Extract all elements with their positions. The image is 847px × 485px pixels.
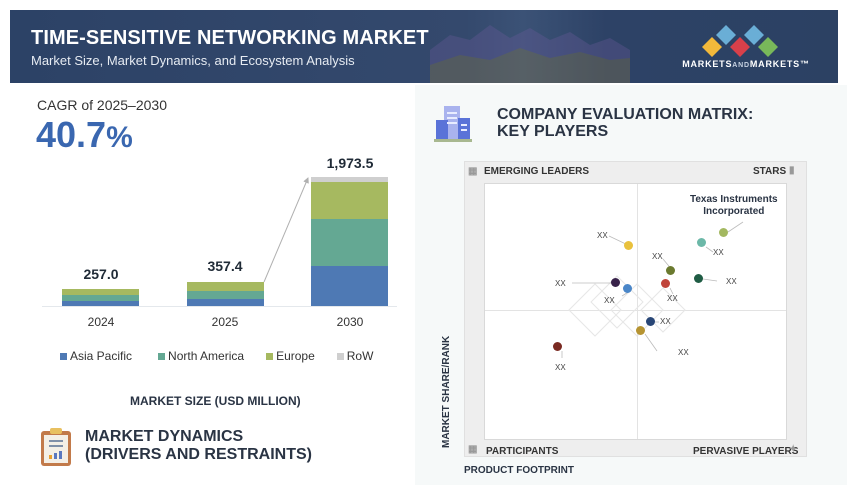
chart-legend: Asia Pacific North America Europe RoW [60,349,395,363]
logo-word-markets-2: MARKETS [749,59,800,69]
legend-item-north-america: North America [158,349,244,363]
market-size-chart: 257.0 2024 357.4 2025 1,973.5 2030 [30,150,400,340]
player-dot[interactable] [697,238,706,247]
player-label: XX [555,279,566,288]
bar-total-2025: 357.4 [207,258,243,274]
company-matrix-title: COMPANY EVALUATION MATRIX: KEY PLAYERS [497,106,753,140]
player-label: XX [667,294,678,303]
puzzle-icon: ✦ [789,444,798,455]
chart-baseline [42,306,397,307]
matrix-leader-lines [561,221,744,358]
quadrant-pervasive-players: PERVASIVE PLAYERS [693,446,799,457]
segment-europe [187,282,264,291]
player-label: XX [652,252,663,261]
player-label: XX [726,277,737,286]
player-dot[interactable] [694,274,703,283]
player-dot-texas-instruments[interactable] [719,228,728,237]
legend-item-europe: Europe [266,349,315,363]
logo-word-and: AND [732,62,750,69]
player-dot[interactable] [553,342,562,351]
segment-asia-pacific [187,299,264,306]
texas-instruments-label-line2: Incorporated [703,206,765,217]
player-label: XX [678,348,689,357]
emerging-leaders-icon: ▦ [468,166,478,177]
cagr-unit: % [106,121,133,154]
clipboard-chart-icon [41,428,71,466]
bar-2030 [311,177,388,306]
buildings-icon [434,106,472,142]
cagr-label: CAGR of 2025–2030 [37,97,167,113]
player-dot[interactable] [636,326,645,335]
player-label: XX [604,296,615,305]
player-label: XX [713,248,724,257]
player-dot[interactable] [624,241,633,250]
segment-row [311,177,388,182]
market-dynamics-title-line2: (DRIVERS AND RESTRAINTS) [85,446,312,463]
cagr-value: 40.7% [36,114,133,156]
header-banner: TIME-SENSITIVE NETWORKING MARKET Market … [10,10,838,83]
player-dot[interactable] [646,317,655,326]
texas-instruments-label: Texas Instruments Incorporated [690,194,778,218]
segment-europe [62,289,139,295]
legend-item-asia-pacific: Asia Pacific [60,349,132,363]
bar-2024 [62,289,139,306]
quadrant-emerging-leaders: EMERGING LEADERS [484,166,590,177]
legend-swatch-icon [60,352,67,360]
segment-europe [311,182,388,219]
bar-2025 [187,282,264,306]
legend-item-row: RoW [336,349,374,363]
legend-label: North America [168,349,245,363]
segment-north-america [311,219,388,266]
company-matrix-title-line1: COMPANY EVALUATION MATRIX: [497,106,754,123]
matrix-horizontal-divider [485,310,786,311]
participants-icon: ▦ [468,444,478,455]
marketsandmarkets-logo: MARKETSANDMARKETS™ [676,23,816,78]
segment-asia-pacific [62,301,139,306]
bar-total-2024: 257.0 [83,266,119,282]
segment-north-america [62,295,139,301]
logo-diamonds-icon [702,25,778,57]
player-dot[interactable] [611,278,620,287]
report-title: TIME-SENSITIVE NETWORKING MARKET [31,27,429,49]
x-tick-2025: 2025 [211,315,239,329]
market-dynamics-title: MARKET DYNAMICS (DRIVERS AND RESTRAINTS) [85,428,312,464]
legend-label: Europe [276,349,315,363]
legend-swatch-icon [336,352,344,360]
chart-background-decoration [430,25,630,83]
player-label: XX [660,317,671,326]
quadrant-participants: PARTICIPANTS [486,446,559,457]
x-tick-2024: 2024 [87,315,115,329]
company-matrix-title-line2: KEY PLAYERS [497,123,609,140]
texas-instruments-label-line1: Texas Instruments [690,194,778,205]
legend-label: Asia Pacific [70,349,133,363]
player-dot[interactable] [661,279,670,288]
quadrant-stars: STARS [753,166,787,177]
cagr-arrow [263,177,309,283]
x-axis-label: PRODUCT FOOTPRINT [464,465,574,476]
legend-swatch-icon [266,352,274,360]
logo-trademark: ™ [799,59,810,69]
player-label: XX [555,363,566,372]
player-dot[interactable] [666,266,675,275]
y-axis-label: MARKET SHARE/RANK [441,335,452,448]
legend-label: RoW [346,349,374,363]
segment-asia-pacific [311,266,388,306]
x-tick-2030: 2030 [336,315,364,329]
market-size-title: MARKET SIZE (USD MILLION) [130,394,301,408]
market-dynamics-title-line1: MARKET DYNAMICS [85,428,244,445]
player-label: XX [597,231,608,240]
legend-swatch-icon [158,352,166,360]
cagr-number: 40.7 [36,114,107,155]
stars-signal-icon: ▮ [789,165,795,176]
segment-north-america [187,291,264,299]
report-subtitle: Market Size, Market Dynamics, and Ecosys… [31,53,355,68]
matrix-vertical-divider [637,184,638,439]
bar-total-2030: 1,973.5 [326,155,374,171]
player-dot[interactable] [623,284,632,293]
company-matrix-plot: Texas Instruments Incorporated XX XX XX … [484,183,787,440]
logo-word-markets: MARKETS [682,59,733,69]
logo-wordmark: MARKETSANDMARKETS™ [676,59,816,69]
